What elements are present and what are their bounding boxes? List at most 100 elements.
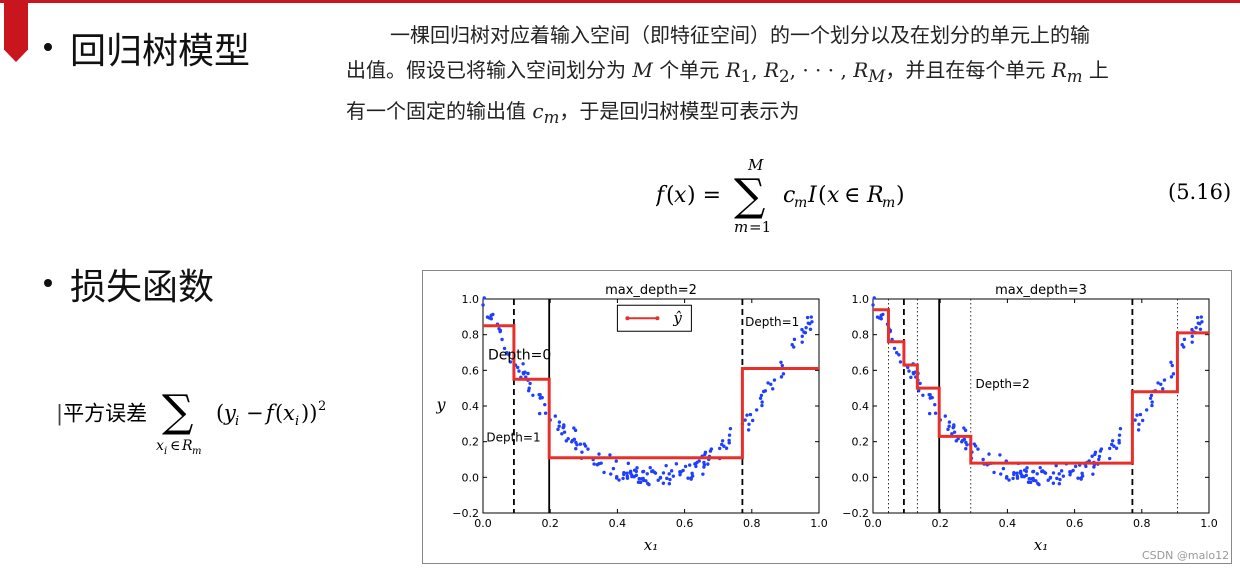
data-point <box>792 337 797 342</box>
svg-text:m: m <box>794 195 807 211</box>
y-tick-label: 0.6 <box>852 364 870 377</box>
data-point <box>1182 337 1187 342</box>
data-point <box>1194 325 1198 330</box>
data-point <box>622 472 626 477</box>
data-point <box>683 464 688 469</box>
data-point <box>665 476 669 481</box>
svg-text:m: m <box>192 446 201 457</box>
svg-text:−: − <box>246 401 264 425</box>
data-point <box>632 468 637 472</box>
data-point <box>557 420 562 424</box>
data-point <box>746 428 751 432</box>
data-point <box>629 471 633 476</box>
data-point <box>1025 466 1029 470</box>
legend-marker <box>625 316 630 321</box>
data-point <box>1022 468 1027 472</box>
data-point <box>1133 418 1137 422</box>
data-point <box>1110 442 1114 447</box>
data-point <box>928 396 932 400</box>
data-point <box>498 329 502 334</box>
data-point <box>1015 471 1019 475</box>
data-point <box>575 443 579 447</box>
data-point <box>661 471 666 475</box>
data-point <box>1079 477 1083 481</box>
data-point <box>1048 476 1053 480</box>
data-point <box>1138 412 1143 417</box>
data-point <box>481 303 485 307</box>
data-point <box>1148 396 1153 400</box>
data-point <box>769 382 773 386</box>
data-point <box>1073 464 1078 469</box>
data-point <box>1156 381 1160 385</box>
data-point <box>898 360 903 364</box>
data-point <box>656 478 660 482</box>
y-tick-label: 0.4 <box>852 400 870 413</box>
data-point <box>630 474 634 479</box>
svg-text:(: ( <box>666 183 675 208</box>
data-point <box>800 334 804 339</box>
data-point <box>1195 315 1200 320</box>
para-line-3a: 有一个固定的输出值 <box>346 99 526 123</box>
data-point <box>921 393 925 397</box>
svg-text:m: m <box>882 195 895 211</box>
data-point <box>689 477 693 481</box>
data-point <box>954 439 959 443</box>
prediction-line <box>873 308 1209 465</box>
data-point <box>907 369 911 373</box>
data-point <box>881 312 885 317</box>
data-point <box>609 472 613 476</box>
data-point <box>645 472 649 476</box>
para-line-2d: 上 <box>1088 58 1109 82</box>
data-point <box>720 439 725 443</box>
data-point <box>911 371 915 375</box>
data-point <box>745 413 749 417</box>
svg-text:y: y <box>223 401 237 425</box>
data-point <box>1059 469 1064 473</box>
x-tick-label: 0.0 <box>864 517 882 530</box>
data-point <box>573 428 578 433</box>
x-tick-label: 0.2 <box>931 517 949 530</box>
data-point <box>927 411 932 416</box>
data-point <box>763 389 768 393</box>
data-point <box>1005 475 1009 479</box>
data-point <box>489 317 494 321</box>
data-point <box>727 441 731 445</box>
data-point <box>718 446 722 451</box>
svg-text:=1: =1 <box>749 218 771 236</box>
svg-text:f: f <box>264 401 277 425</box>
data-point <box>1028 480 1033 485</box>
svg-text:): ) <box>896 183 905 208</box>
loss-formula: |平方误差 ∑ x i ∈ R m ( y i − f ( x i )) 2 <box>56 380 394 457</box>
x-tick-label: 0.2 <box>541 517 559 530</box>
y-axis-label: y <box>435 395 446 414</box>
data-point <box>586 447 590 451</box>
data-point <box>808 327 813 331</box>
data-point <box>1137 422 1141 427</box>
data-point <box>527 386 531 390</box>
data-point <box>892 346 897 351</box>
svg-text:R: R <box>181 438 193 454</box>
data-point <box>952 430 957 434</box>
data-point <box>1034 479 1038 483</box>
data-point <box>1114 446 1119 450</box>
data-point <box>621 476 625 481</box>
data-point <box>1043 471 1048 475</box>
data-point <box>1136 428 1141 432</box>
data-point <box>981 457 985 462</box>
math-M: M <box>632 58 653 82</box>
data-point <box>678 470 682 474</box>
data-point <box>800 327 804 332</box>
data-point <box>709 447 714 451</box>
para-line-2b: 个单元 <box>659 58 720 82</box>
x-tick-label: 0.0 <box>474 517 492 530</box>
y-tick-label: −0.2 <box>452 507 479 520</box>
data-point <box>538 393 542 397</box>
data-point <box>491 312 495 317</box>
data-point <box>1190 334 1194 339</box>
data-point <box>998 453 1002 457</box>
data-point <box>625 471 629 475</box>
data-point <box>1055 476 1059 481</box>
data-point <box>688 463 692 467</box>
data-point <box>1162 378 1167 382</box>
data-point <box>667 482 672 486</box>
